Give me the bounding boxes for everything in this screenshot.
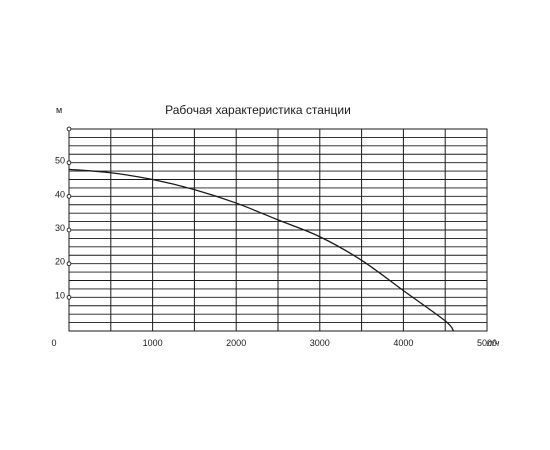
y-axis-marker — [66, 227, 72, 233]
x-tick-label: 2000 — [226, 338, 246, 348]
performance-curve — [68, 168, 455, 332]
x-tick-label: 5000 — [477, 338, 497, 348]
y-axis-marker — [66, 261, 72, 267]
y-axis-markers — [66, 126, 72, 300]
x-axis-unit-label: л/ч — [486, 338, 500, 348]
y-tick-label: 40 — [55, 189, 65, 199]
y-axis-marker — [66, 126, 72, 132]
y-axis-marker — [66, 193, 72, 199]
x-tick-label: 3000 — [310, 338, 330, 348]
x-tick-label: 1000 — [143, 338, 163, 348]
y-axis-unit-label: м — [56, 105, 62, 115]
origin-label: 0 — [51, 338, 56, 348]
grid — [69, 129, 487, 331]
chart-title: Рабочая характеристика станции — [165, 103, 351, 117]
y-tick-label: 50 — [55, 156, 65, 166]
x-tick-label: 4000 — [393, 338, 413, 348]
y-tick-labels: 10 20 30 40 50 — [55, 156, 65, 301]
y-tick-label: 30 — [55, 223, 65, 233]
y-tick-label: 20 — [55, 257, 65, 267]
y-axis-marker — [66, 160, 72, 166]
y-tick-label: 10 — [55, 290, 65, 300]
x-tick-labels: 1000 2000 3000 4000 5000 — [143, 338, 497, 348]
y-axis-marker — [66, 294, 72, 300]
